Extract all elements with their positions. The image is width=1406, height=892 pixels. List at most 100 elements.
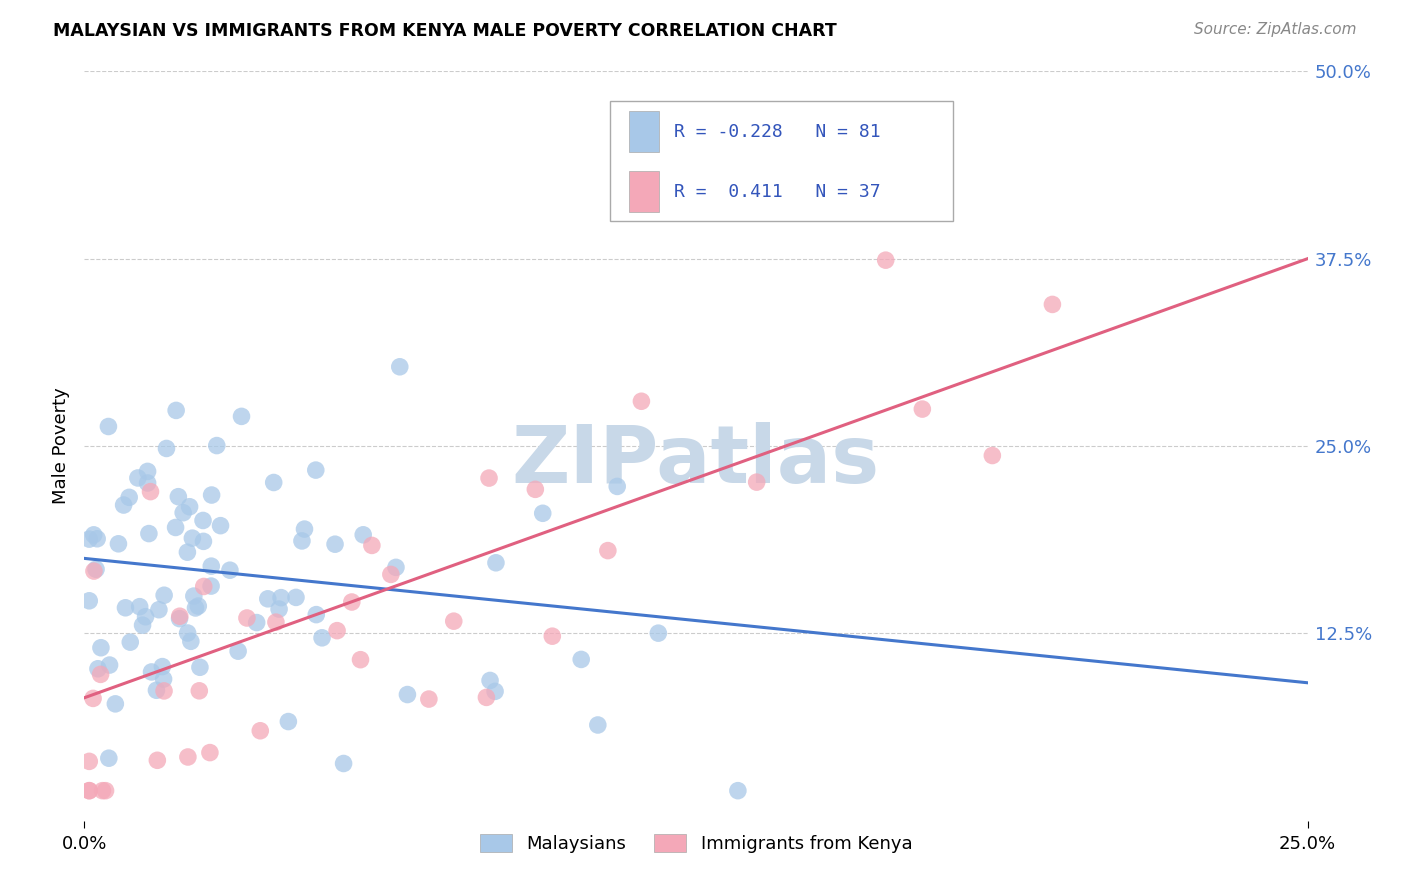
Point xyxy=(911,402,934,417)
Point xyxy=(256,591,278,606)
Point xyxy=(201,488,224,502)
Point xyxy=(285,591,308,605)
Point xyxy=(586,718,609,732)
Point xyxy=(176,545,198,559)
Point xyxy=(226,644,249,658)
Point xyxy=(249,723,271,738)
Point xyxy=(77,783,100,797)
Point xyxy=(443,614,465,628)
Point xyxy=(84,562,107,576)
Point xyxy=(131,618,153,632)
Point xyxy=(981,449,1004,463)
Point xyxy=(165,403,187,417)
Point xyxy=(90,667,112,681)
FancyBboxPatch shape xyxy=(628,112,659,153)
Point xyxy=(267,602,290,616)
Point xyxy=(183,589,205,603)
Point xyxy=(596,543,619,558)
Point xyxy=(531,506,554,520)
Point xyxy=(139,484,162,499)
Point xyxy=(200,579,222,593)
Point xyxy=(167,490,190,504)
Point xyxy=(569,652,592,666)
Point xyxy=(606,479,628,493)
Point xyxy=(524,483,547,497)
Point xyxy=(270,591,292,605)
Point xyxy=(478,471,501,485)
Point xyxy=(169,609,191,624)
Point xyxy=(475,690,498,705)
Point xyxy=(187,599,209,613)
Point xyxy=(120,635,142,649)
Point xyxy=(128,599,150,614)
Point xyxy=(184,601,207,615)
Point xyxy=(277,714,299,729)
Point xyxy=(153,684,176,698)
Point xyxy=(205,439,228,453)
Point xyxy=(114,600,136,615)
Point xyxy=(209,518,232,533)
Point xyxy=(388,359,411,374)
Point xyxy=(150,659,173,673)
Point xyxy=(145,683,167,698)
Point xyxy=(305,607,328,622)
Point xyxy=(153,588,176,602)
Point xyxy=(77,532,100,546)
Point xyxy=(264,615,287,629)
Point xyxy=(360,538,382,552)
Point xyxy=(193,534,215,549)
Point xyxy=(647,626,669,640)
Text: Source: ZipAtlas.com: Source: ZipAtlas.com xyxy=(1194,22,1357,37)
Point xyxy=(323,537,346,551)
Point xyxy=(263,475,285,490)
Point xyxy=(191,513,214,527)
Point xyxy=(349,653,371,667)
Point xyxy=(305,463,328,477)
Text: MALAYSIAN VS IMMIGRANTS FROM KENYA MALE POVERTY CORRELATION CHART: MALAYSIAN VS IMMIGRANTS FROM KENYA MALE … xyxy=(53,22,837,40)
Point xyxy=(112,498,135,512)
Point xyxy=(181,531,204,545)
Point xyxy=(380,567,402,582)
Point xyxy=(141,665,163,679)
Point xyxy=(294,522,316,536)
Text: R =  0.411   N = 37: R = 0.411 N = 37 xyxy=(673,183,880,201)
FancyBboxPatch shape xyxy=(628,171,659,212)
Point xyxy=(94,783,117,797)
Point xyxy=(188,660,211,674)
Point xyxy=(340,595,363,609)
Point xyxy=(172,506,194,520)
Point xyxy=(198,746,221,760)
Y-axis label: Male Poverty: Male Poverty xyxy=(52,388,70,504)
Point xyxy=(136,475,159,490)
Point xyxy=(86,532,108,546)
Point xyxy=(332,756,354,771)
Point xyxy=(180,634,202,648)
Point xyxy=(246,615,269,630)
Point xyxy=(176,626,198,640)
Point xyxy=(148,603,170,617)
Point xyxy=(135,609,157,624)
Point xyxy=(77,755,100,769)
Point xyxy=(77,783,100,797)
Point xyxy=(291,533,314,548)
Point xyxy=(485,556,508,570)
Point xyxy=(90,640,112,655)
Point xyxy=(165,520,187,534)
Point xyxy=(875,253,897,268)
Point xyxy=(179,500,201,514)
Point xyxy=(745,475,768,490)
Point xyxy=(200,559,222,574)
Text: ZIPatlas: ZIPatlas xyxy=(512,422,880,500)
Point xyxy=(91,783,114,797)
Point xyxy=(219,563,242,577)
Point xyxy=(479,673,502,688)
Text: R = -0.228   N = 81: R = -0.228 N = 81 xyxy=(673,123,880,141)
Point xyxy=(352,528,374,542)
Point xyxy=(193,579,215,593)
Point xyxy=(83,564,105,578)
Point xyxy=(82,691,104,706)
Point xyxy=(177,750,200,764)
Point xyxy=(541,629,564,643)
Point xyxy=(138,526,160,541)
Point xyxy=(83,528,105,542)
